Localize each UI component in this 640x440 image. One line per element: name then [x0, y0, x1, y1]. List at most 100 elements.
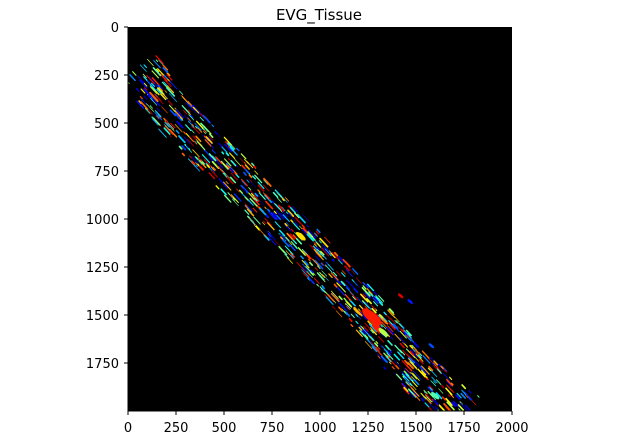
- tissue-fiber: [308, 277, 315, 285]
- tissue-fiber: [194, 155, 199, 160]
- tissue-fiber: [315, 255, 321, 262]
- x-axis: 0 250 500 750 1000 1250 1500 1750 2000: [124, 410, 529, 436]
- tissue-fiber: [356, 296, 364, 305]
- tissue-fiber: [422, 355, 431, 364]
- tissue-fiber: [340, 280, 346, 287]
- tissue-fiber: [323, 275, 329, 281]
- tissue-fiber: [383, 311, 387, 316]
- tissue-fiber: [268, 211, 277, 221]
- tissue-fiber: [162, 64, 169, 71]
- tissue-fiber: [200, 122, 210, 133]
- tissue-fiber: [238, 189, 243, 194]
- tissue-fiber: [196, 156, 203, 164]
- tissue-fiber: [302, 227, 312, 238]
- tissue-fiber: [386, 354, 390, 359]
- tissue-fiber: [157, 84, 161, 88]
- tissue-fiber: [391, 366, 395, 370]
- tissue-fiber: [287, 209, 295, 218]
- tissue-fiber: [215, 156, 223, 165]
- tissue-fiber: [372, 297, 379, 305]
- tissue-fiber: [362, 281, 366, 286]
- tissue-fiber: [438, 388, 444, 394]
- tissue-fiber: [364, 302, 372, 310]
- tissue-fiber: [407, 361, 415, 370]
- tissue-fiber: [421, 350, 430, 359]
- tissue-fiber: [229, 146, 238, 156]
- tissue-fiber: [314, 259, 324, 270]
- tissue-fiber: [244, 209, 250, 215]
- tissue-fiber: [434, 406, 439, 410]
- tissue-fiber: [393, 353, 401, 361]
- tissue-fiber: [241, 164, 246, 170]
- tissue-fiber: [445, 397, 453, 406]
- tissue-fiber: [170, 122, 176, 129]
- tissue-fiber: [189, 155, 193, 159]
- tissue-fiber: [191, 129, 195, 134]
- tissue-fiber: [192, 106, 200, 114]
- tissue-fiber: [288, 240, 293, 245]
- tissue-fiber: [282, 197, 288, 203]
- tissue-fiber: [445, 387, 453, 396]
- tissue-fiber: [334, 251, 339, 257]
- tissue-fiber: [393, 360, 401, 368]
- tissue-fiber: [397, 351, 405, 360]
- tissue-fiber: [229, 152, 236, 159]
- tissue-fiber: [201, 154, 211, 164]
- tissue-fiber: [169, 80, 178, 90]
- tissue-fiber: [410, 349, 418, 358]
- tissue-fiber: [359, 311, 368, 321]
- y-tick-label: 500: [94, 117, 119, 132]
- tissue-fiber: [413, 378, 420, 386]
- tissue-fiber: [398, 336, 406, 344]
- tissue-fiber: [365, 301, 368, 305]
- tissue-fiber: [388, 349, 393, 354]
- tissue-fiber: [243, 161, 246, 165]
- tissue-fiber: [388, 308, 395, 314]
- tissue-fiber: [306, 224, 309, 228]
- tissue-fiber: [211, 149, 216, 154]
- tissue-fiber: [166, 81, 172, 87]
- tissue-fiber: [301, 267, 307, 273]
- tissue-fiber: [442, 372, 450, 381]
- tissue-fiber: [304, 250, 307, 254]
- tissue-fiber: [260, 187, 264, 191]
- tissue-fiber: [146, 74, 155, 84]
- tissue-fiber: [266, 230, 276, 241]
- plot-area: [128, 27, 512, 411]
- tissue-fiber: [211, 160, 220, 169]
- tissue-fiber: [320, 245, 329, 255]
- tissue-fiber: [407, 350, 416, 359]
- tissue-fiber: [272, 212, 281, 221]
- tissue-fiber: [438, 404, 446, 411]
- tissue-fiber: [282, 214, 290, 223]
- tissue-fiber: [399, 349, 406, 356]
- tissue-fiber: [209, 156, 214, 162]
- tissue-fiber: [345, 304, 351, 310]
- tissue-fiber: [155, 68, 160, 73]
- tissue-fiber: [363, 325, 369, 332]
- tissue-fiber: [339, 302, 348, 312]
- tissue-fiber: [308, 258, 311, 262]
- tissue-fiber: [187, 109, 191, 113]
- tissue-fiber: [409, 375, 413, 380]
- tissue-fiber: [353, 308, 358, 314]
- tissue-fiber: [216, 165, 223, 172]
- tissue-fiber: [218, 142, 223, 148]
- tissue-fiber: [302, 263, 311, 273]
- tissue-fiber: [189, 114, 194, 119]
- tissue-fiber: [204, 139, 212, 147]
- tissue-fiber: [433, 360, 439, 366]
- tissue-fiber: [274, 221, 282, 229]
- tissue-fiber: [259, 208, 267, 216]
- tissue-fiber: [371, 307, 377, 314]
- tissue-fiber: [264, 193, 271, 201]
- tissue-fiber: [190, 125, 194, 129]
- tissue-fiber: [225, 152, 230, 157]
- feature-spot: [362, 308, 382, 326]
- tissue-fiber: [174, 112, 183, 122]
- tissue-fiber: [287, 212, 296, 222]
- tissue-fiber: [345, 269, 353, 277]
- feature-spot: [378, 327, 389, 337]
- tissue-fiber: [388, 361, 392, 365]
- tissue-fiber: [154, 110, 162, 118]
